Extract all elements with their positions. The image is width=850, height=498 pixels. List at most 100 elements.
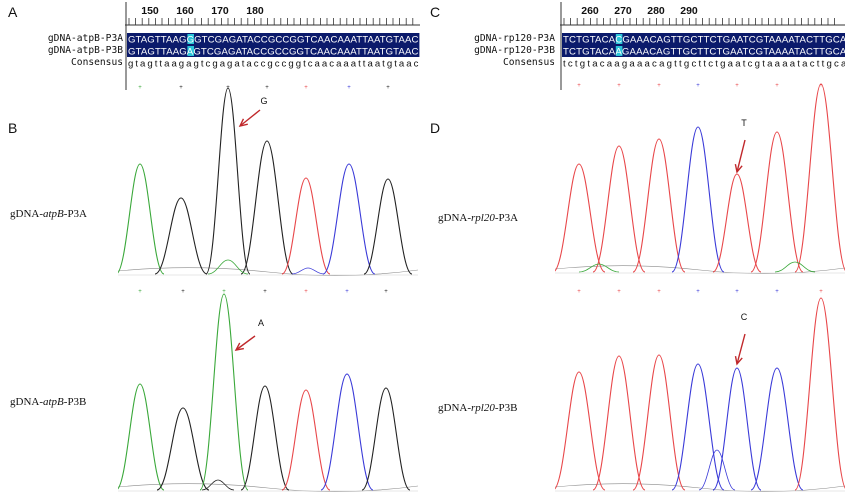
base-call-label: T bbox=[741, 118, 747, 128]
ruler-tick-label: 290 bbox=[680, 5, 698, 17]
sequence-text: GTAGTTAAGGGTCGAGATACCGCCGGTCAACAAATTAATG… bbox=[128, 35, 418, 46]
trace-peak bbox=[363, 178, 413, 275]
sequence-row-a2 bbox=[127, 45, 420, 57]
trace-label-b1: gDNA-atpB-P3A bbox=[10, 208, 88, 220]
base-tick: + bbox=[617, 289, 621, 295]
chromatogram-d2: + + + + + + + C bbox=[555, 289, 845, 492]
baseline-noise bbox=[555, 483, 845, 492]
trace-peak bbox=[632, 354, 686, 491]
ruler-tick-label: 260 bbox=[581, 5, 599, 17]
sequence-row-c1 bbox=[562, 33, 845, 45]
red-arrow bbox=[235, 335, 256, 351]
base-tick: + bbox=[617, 83, 621, 89]
trace-peak bbox=[592, 355, 646, 491]
panel-label-c: C bbox=[430, 4, 441, 20]
trace-peak bbox=[794, 297, 845, 491]
base-tick: + bbox=[138, 85, 142, 91]
base-call-label: C bbox=[741, 312, 748, 322]
panel-label-b: B bbox=[8, 120, 18, 136]
consensus-label-c: Consensus bbox=[503, 57, 555, 68]
trace-peak bbox=[632, 138, 686, 273]
base-tick: + bbox=[222, 289, 226, 295]
base-tick: + bbox=[775, 83, 779, 89]
trace-peak bbox=[555, 371, 606, 491]
trace-peak bbox=[240, 140, 294, 275]
seq-name-a1: gDNA-atpB-P3A bbox=[47, 33, 123, 44]
base-tick: + bbox=[345, 289, 349, 295]
trace-peak bbox=[156, 407, 210, 491]
trace-peak bbox=[712, 173, 762, 273]
trace-peak bbox=[671, 363, 725, 491]
trace-label-d1: gDNA-rpl20-P3A bbox=[438, 212, 519, 224]
red-arrow bbox=[239, 109, 261, 127]
base-tick: + bbox=[265, 85, 269, 91]
base-tick: + bbox=[819, 289, 823, 295]
snp-highlight bbox=[615, 34, 623, 44]
seq-name-c2: gDNA-rp120-P3B bbox=[474, 45, 555, 56]
base-tick: + bbox=[304, 85, 308, 91]
alignment-c-graphic: 260 270 280 290 TCTGTACACGAAACAGTTGCTTCTGAAT… bbox=[560, 2, 845, 90]
baseline-noise bbox=[555, 265, 845, 274]
ruler-tick-label: 150 bbox=[141, 5, 159, 17]
trace-label-b2: gDNA-atpB-P3B bbox=[10, 396, 87, 408]
base-tick: + bbox=[263, 289, 267, 295]
red-arrowhead bbox=[238, 118, 248, 128]
ruler-tick-label: 170 bbox=[211, 5, 229, 17]
minor-peak bbox=[578, 263, 620, 273]
base-tick: + bbox=[181, 289, 185, 295]
chromatogram-d1: + + + + + + + T bbox=[555, 83, 845, 274]
snp-highlight bbox=[187, 46, 194, 56]
trace-peak bbox=[199, 293, 249, 491]
trace-peak bbox=[750, 131, 804, 273]
base-call-label: G bbox=[260, 96, 267, 106]
minor-peak bbox=[291, 267, 325, 275]
panel-label-d: D bbox=[430, 120, 441, 136]
seq-name-c1: gDNA-rp120-P3A bbox=[474, 33, 555, 44]
trace-peak bbox=[750, 367, 804, 491]
base-tick: + bbox=[696, 83, 700, 89]
trace-peak bbox=[361, 387, 411, 491]
trace-peak bbox=[322, 163, 376, 275]
base-tick: + bbox=[577, 289, 581, 295]
ruler-tick-label: 160 bbox=[176, 5, 194, 17]
base-tick: + bbox=[735, 83, 739, 89]
trace-peak bbox=[118, 383, 165, 491]
base-tick: + bbox=[819, 83, 823, 89]
trace-peak bbox=[555, 163, 606, 273]
base-tick: + bbox=[304, 289, 308, 295]
trace-peak bbox=[592, 145, 646, 273]
trace-peak bbox=[118, 163, 165, 275]
ruler-tick-label: 180 bbox=[246, 5, 264, 17]
minor-peak bbox=[774, 261, 816, 273]
minor-peak bbox=[207, 259, 249, 275]
consensus-sequence: tctgtacaagaaacagttgcttctgaatcgtaaaatactt… bbox=[563, 59, 845, 70]
baseline-noise bbox=[118, 483, 418, 492]
red-arrowhead bbox=[734, 164, 743, 174]
red-arrowhead bbox=[734, 356, 743, 366]
base-tick: + bbox=[384, 289, 388, 295]
snp-highlight bbox=[187, 34, 194, 44]
base-tick: + bbox=[775, 289, 779, 295]
base-tick: + bbox=[179, 85, 183, 91]
base-tick: + bbox=[138, 289, 142, 295]
base-call-label: A bbox=[258, 318, 264, 328]
base-tick: + bbox=[347, 85, 351, 91]
snp-highlight bbox=[615, 46, 623, 56]
trace-label-d2: gDNA-rpl20-P3B bbox=[438, 402, 518, 414]
sequence-row-c2 bbox=[562, 45, 845, 57]
alignment-a-graphic: 150 160 170 180 GTAGTTAAGGGTCGAGATACCGCCGGTC… bbox=[125, 2, 420, 90]
sequence-row-a1 bbox=[127, 33, 420, 45]
chromatogram-b2: + + + + + + + A bbox=[118, 289, 418, 492]
base-tick: + bbox=[657, 289, 661, 295]
red-arrow bbox=[736, 333, 746, 365]
baseline-noise bbox=[118, 267, 418, 276]
trace-peak bbox=[240, 385, 290, 491]
minor-peak bbox=[698, 449, 736, 491]
consensus-sequence: gtagttaagagtcgagataccgccggtcaacaaattaatg… bbox=[128, 59, 419, 70]
sequence-text: GTAGTTAAGAGTCGAGATACCGCCGGTCAACAAATTAATG… bbox=[128, 47, 418, 58]
trace-peak bbox=[671, 126, 725, 273]
ruler-tick-label: 280 bbox=[647, 5, 665, 17]
base-tick: + bbox=[386, 85, 390, 91]
seq-name-a2: gDNA-atpB-P3B bbox=[47, 45, 123, 56]
trace-peak bbox=[712, 367, 762, 491]
